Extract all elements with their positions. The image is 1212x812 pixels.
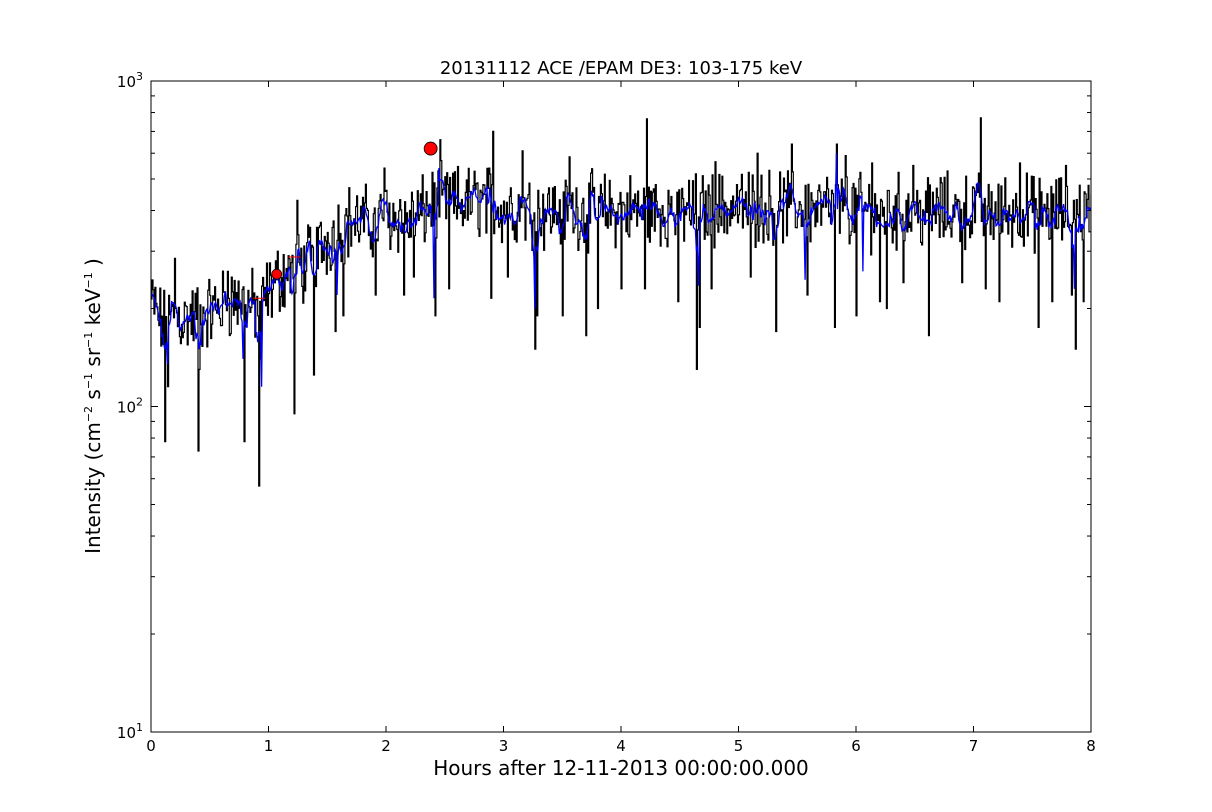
event-marker-1	[423, 141, 438, 156]
x-axis-label: Hours after 12-11-2013 00:00:00.000	[433, 756, 809, 780]
chart-title: 20131112 ACE /EPAM DE3: 103-175 keV	[440, 58, 803, 79]
x-tick-label: 7	[969, 737, 979, 755]
y-tick-label: 101	[117, 721, 143, 742]
x-tick-label: 0	[146, 737, 156, 755]
y-axis-label: Intensity (cm−2 s−1 sr−1 keV−1 )	[81, 258, 105, 554]
series-raw-intensity-line	[151, 117, 1091, 487]
x-tick-label: 6	[851, 737, 861, 755]
y-tick-label: 103	[117, 70, 143, 91]
plot-frame	[150, 80, 1092, 733]
x-tick-label: 8	[1086, 737, 1096, 755]
x-tick-label: 5	[734, 737, 744, 755]
event-marker-0	[271, 268, 283, 280]
x-tick-label: 3	[499, 737, 509, 755]
y-tick-label: 102	[117, 396, 143, 417]
x-tick-label: 1	[264, 737, 274, 755]
x-tick-label: 2	[381, 737, 391, 755]
x-tick-label: 4	[616, 737, 626, 755]
series-smoothed-intensity-line	[151, 153, 1091, 387]
